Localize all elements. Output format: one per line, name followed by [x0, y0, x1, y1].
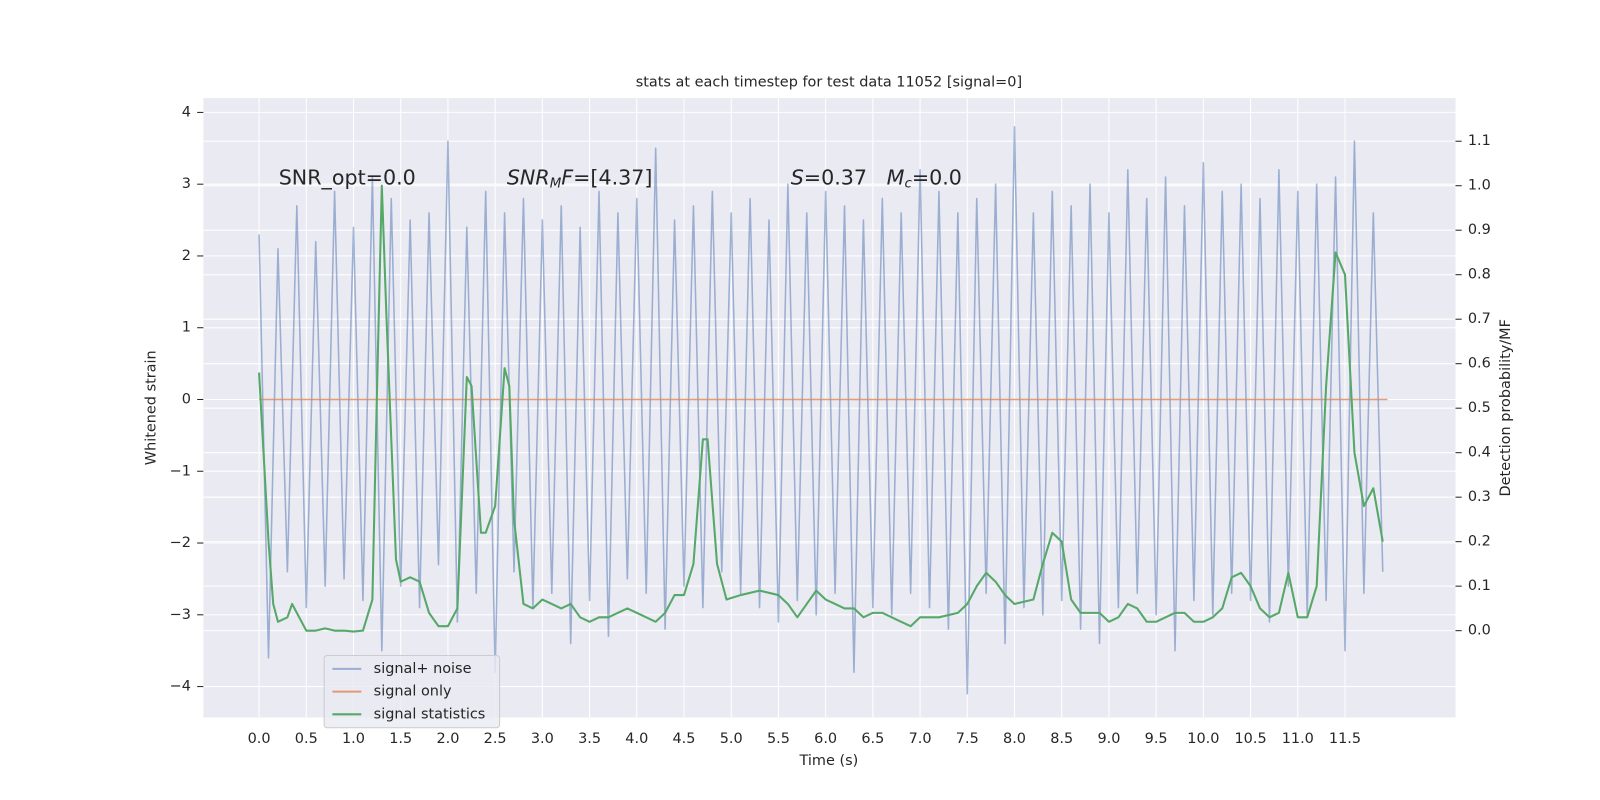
annotation-part: M: [550, 177, 562, 192]
legend-label: signal+ noise: [374, 661, 472, 677]
legend-label: signal only: [374, 684, 452, 700]
x-tick-label: 2.0: [436, 731, 459, 747]
y-tick-label: 0: [182, 391, 191, 407]
annotation-part: S: [791, 166, 804, 190]
legend-box: [323, 654, 501, 729]
x-tick-label: 8.0: [1003, 731, 1026, 747]
y-tick-label: 3: [182, 176, 191, 192]
x-tick-label: 10.5: [1234, 731, 1266, 747]
annotation: SNR_opt=0.0: [279, 166, 416, 190]
y2-tick-label: 0.3: [1468, 489, 1491, 505]
series-line: [258, 125, 1384, 695]
x-tick-label: 11.0: [1282, 731, 1314, 747]
y2-tick-label: 1.0: [1468, 178, 1491, 194]
y-axis-label: Whitened strain: [144, 350, 160, 465]
y2-tick-label: 0.9: [1468, 222, 1491, 238]
x-tick-label: 6.0: [814, 731, 837, 747]
y2-axis-label: Detection probability/MF: [1498, 319, 1514, 496]
annotation: SNRMF=[4.37]: [507, 166, 653, 192]
y-tick-label: 4: [182, 104, 191, 120]
legend-label: signal statistics: [374, 706, 486, 722]
annotation-part: c: [904, 177, 912, 192]
annotation-part: M: [887, 166, 905, 190]
x-tick-label: 1.5: [389, 731, 412, 747]
y2-tick-label: 1.1: [1468, 133, 1491, 149]
x-tick-label: 1.0: [342, 731, 365, 747]
y-tick-label: −4: [170, 679, 191, 695]
x-tick-label: 0.0: [248, 731, 271, 747]
x-tick-label: 7.5: [956, 731, 979, 747]
y-tick-label: −3: [170, 607, 191, 623]
x-tick-label: 6.5: [861, 731, 884, 747]
x-tick-label: 7.0: [909, 731, 932, 747]
y-tick-label: −1: [170, 463, 191, 479]
y-tick-label: 1: [182, 320, 191, 336]
x-tick-label: 4.5: [673, 731, 696, 747]
annotation-part: F: [561, 166, 574, 190]
x-tick-label: 9.0: [1097, 731, 1120, 747]
y2-tick-label: 0.1: [1468, 578, 1491, 594]
legend: signal+ noise signal only signal statistic…: [323, 654, 501, 729]
y2-tick-label: 0.7: [1468, 311, 1491, 327]
x-tick-label: 4.0: [625, 731, 648, 747]
y2-tick-label: 0.5: [1468, 400, 1491, 416]
x-tick-label: 3.0: [531, 731, 554, 747]
y2-tick-label: 0.2: [1468, 534, 1491, 550]
y2-tick-label: 0.0: [1468, 623, 1491, 639]
chart-title: stats at each timestep for test data 110…: [636, 75, 1022, 91]
annotation-part: =[4.37]: [573, 166, 652, 190]
x-tick-label: 0.5: [295, 731, 318, 747]
x-tick-label: 3.5: [578, 731, 601, 747]
annotation-part: SNR: [507, 166, 550, 190]
y-tick-label: −2: [170, 535, 191, 551]
y2-tick-label: 0.4: [1468, 445, 1491, 461]
x-tick-label: 9.5: [1145, 731, 1168, 747]
annotation: S=0.37 Mc=0.0: [791, 166, 962, 192]
y-tick-label: 2: [182, 248, 191, 264]
annotation-part: =0.0: [912, 166, 962, 190]
y2-tick-label: 0.6: [1468, 356, 1491, 372]
x-axis-label: Time (s): [799, 753, 859, 769]
annotation-part: =0.37: [804, 166, 887, 190]
x-tick-label: 8.5: [1050, 731, 1073, 747]
x-tick-label: 5.0: [720, 731, 743, 747]
x-tick-label: 10.0: [1187, 731, 1219, 747]
series-line: [258, 184, 1384, 633]
x-tick-label: 11.5: [1329, 731, 1361, 747]
x-tick-label: 5.5: [767, 731, 790, 747]
annotation-part: SNR_opt=0.0: [279, 166, 416, 190]
x-tick-label: 2.5: [484, 731, 507, 747]
y2-tick-label: 0.8: [1468, 267, 1491, 283]
